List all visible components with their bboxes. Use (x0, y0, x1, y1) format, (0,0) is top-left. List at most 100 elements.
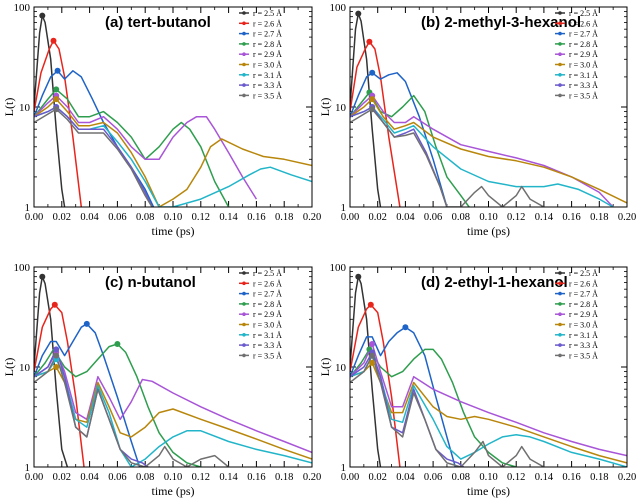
x-axis-label: time (ps) (152, 224, 195, 238)
legend-label: r = 2.9 Å (253, 310, 282, 319)
legend-label: r = 2.6 Å (569, 279, 598, 288)
series-line-1 (34, 275, 69, 467)
x-tick-label: 0.12 (507, 472, 525, 483)
legend-marker (558, 353, 562, 358)
legend-label: r = 3.0 Å (253, 61, 282, 70)
y-tick-label: 10 (19, 102, 31, 114)
x-tick-label: 0.12 (192, 472, 210, 483)
peak-marker (53, 352, 60, 359)
x-tick-label: 0.02 (369, 472, 387, 483)
peak-marker (355, 10, 362, 17)
x-tick-label: 0.16 (247, 212, 265, 223)
x-tick-label: 0.14 (219, 212, 238, 223)
legend-marker (242, 291, 246, 296)
peak-marker (53, 86, 60, 93)
legend-marker (558, 271, 562, 275)
x-tick-label: 0.00 (341, 472, 359, 483)
legend-label: r = 2.5 Å (253, 269, 282, 278)
legend-marker (242, 62, 246, 67)
plot-frame (33, 266, 313, 468)
y-tick-label: 100 (330, 2, 347, 14)
peak-marker (369, 359, 376, 366)
legend-label: r = 2.6 Å (253, 19, 282, 28)
peak-marker (53, 106, 60, 113)
legend-marker (242, 73, 246, 77)
legend-marker (558, 52, 562, 56)
series-line-2 (34, 303, 85, 467)
legend-marker (242, 42, 246, 46)
series-line-1 (350, 275, 382, 467)
peak-marker (53, 346, 60, 353)
legend-label: r = 3.1 Å (569, 331, 598, 340)
x-axis-label: time (ps) (467, 484, 510, 498)
y-axis-label: L(t) (2, 358, 16, 377)
legend-marker (242, 52, 246, 56)
legend-label: r = 3.5 Å (569, 351, 598, 360)
x-tick-label: 0.08 (136, 472, 154, 483)
chart-panel-4: 1 10 100 0.00 0.02 0.04 0.06 0.08 0.10 0.12 0.14 0.… (318, 262, 636, 498)
peak-marker (369, 69, 376, 76)
legend-marker (558, 302, 562, 306)
peak-marker (366, 38, 373, 45)
series-line-9 (34, 108, 153, 207)
peak-marker (83, 320, 90, 327)
x-tick-label: 0.20 (303, 472, 321, 483)
y-tick-label: 10 (335, 102, 347, 114)
x-tick-label: 0.20 (303, 212, 321, 223)
x-tick-label: 0.04 (396, 212, 415, 223)
plot-frame (349, 6, 628, 208)
peak-marker (402, 324, 409, 331)
y-tick-label: 100 (14, 262, 31, 274)
legend-label: r = 3.0 Å (569, 61, 598, 70)
x-tick-label: 0.06 (108, 472, 126, 483)
x-tick-label: 0.12 (507, 212, 525, 223)
series-line-9 (350, 354, 545, 467)
series-line-2 (350, 40, 401, 207)
series-line-2 (34, 39, 83, 207)
series-line-9 (34, 354, 230, 467)
peak-marker (39, 273, 46, 280)
plot-frame (33, 6, 313, 208)
legend-marker (242, 312, 246, 317)
legend-marker (558, 73, 562, 77)
y-tick-label: 10 (335, 362, 347, 374)
legend-label: r = 3.1 Å (253, 71, 282, 80)
legend-label: r = 2.5 Å (253, 9, 282, 18)
legend-label: r = 2.7 Å (569, 30, 598, 39)
legend-label: r = 3.3 Å (569, 81, 598, 90)
legend-label: r = 2.7 Å (253, 290, 282, 299)
legend-marker (242, 353, 246, 358)
plot-frame (349, 266, 628, 468)
legend-label: r = 3.3 Å (253, 341, 282, 350)
series-line-7 (350, 106, 614, 207)
legend-label: r = 2.5 Å (569, 9, 598, 18)
legend-marker (242, 302, 246, 306)
series-line-5 (34, 94, 258, 200)
y-tick-label: 1 (341, 202, 347, 214)
x-tick-label: 0.18 (590, 472, 608, 483)
x-tick-label: 0.08 (452, 212, 470, 223)
x-tick-label: 0.02 (369, 212, 387, 223)
series-line-6 (34, 98, 312, 207)
peak-marker (369, 341, 376, 347)
x-tick-label: 0.20 (618, 472, 636, 483)
series-line-2 (350, 303, 401, 467)
x-tick-label: 0.10 (164, 212, 182, 223)
legend-label: r = 3.3 Å (253, 81, 282, 90)
legend-label: r = 3.3 Å (569, 341, 598, 350)
legend-marker (558, 291, 562, 296)
x-tick-label: 0.06 (424, 472, 442, 483)
series-line-3 (34, 323, 141, 467)
chart-title: (d) 2-ethyl-1-hexanol (421, 274, 568, 291)
x-axis-label: time (ps) (467, 224, 510, 238)
chart-title: (b) 2-methyl-3-hexanol (421, 14, 581, 31)
legend-label: r = 2.8 Å (253, 40, 282, 49)
series-line-6 (350, 98, 627, 204)
legend-label: r = 2.9 Å (569, 310, 598, 319)
x-tick-label: 0.10 (164, 472, 182, 483)
legend-label: r = 3.5 Å (253, 351, 282, 360)
peak-marker (39, 12, 46, 19)
legend-marker (242, 31, 246, 36)
peak-marker (51, 301, 58, 308)
legend-label: r = 3.0 Å (253, 321, 282, 330)
